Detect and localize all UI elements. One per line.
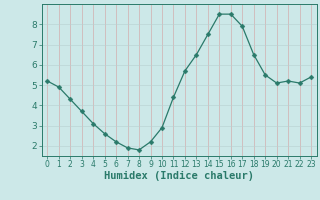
X-axis label: Humidex (Indice chaleur): Humidex (Indice chaleur) [104,171,254,181]
